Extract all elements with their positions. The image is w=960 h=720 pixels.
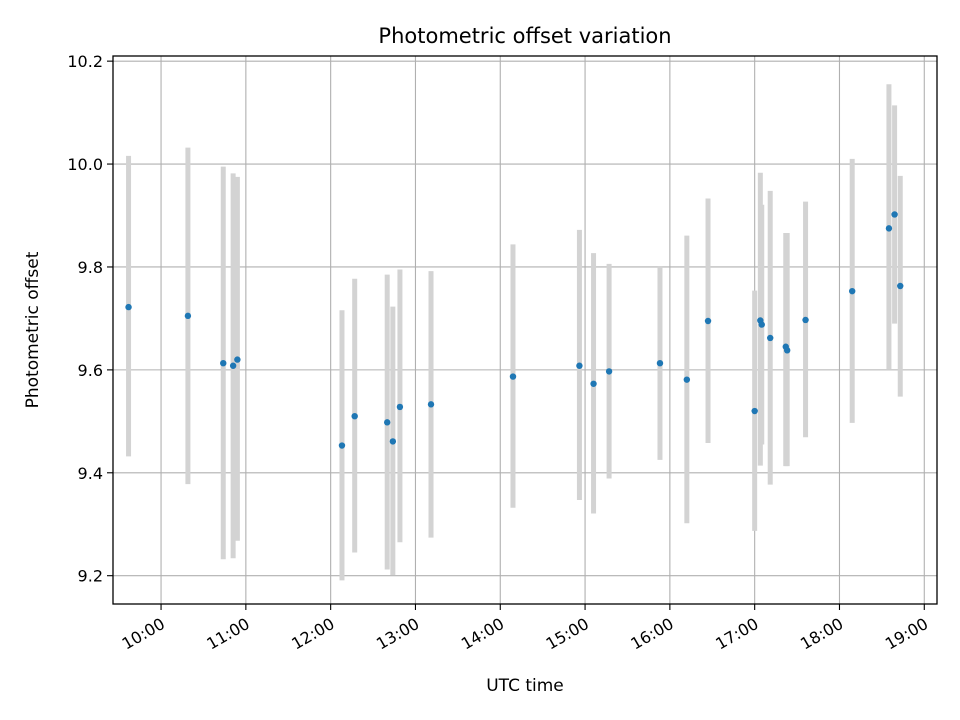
data-point bbox=[783, 347, 791, 354]
data-point bbox=[351, 412, 358, 420]
plot-frame bbox=[112, 55, 938, 605]
y-tick-label: 9.2 bbox=[78, 567, 103, 586]
grid bbox=[113, 56, 937, 604]
data-point bbox=[885, 225, 893, 232]
data-point bbox=[802, 316, 809, 324]
data-point bbox=[396, 403, 404, 411]
y-tick-label: 9.6 bbox=[78, 361, 103, 380]
data-point bbox=[509, 373, 517, 380]
data-point bbox=[897, 282, 904, 290]
y-axis-label: Photometric offset bbox=[23, 251, 43, 408]
chart-title: Photometric offset variation bbox=[378, 24, 671, 48]
data-point bbox=[234, 356, 241, 363]
data-point bbox=[229, 362, 237, 369]
data-point bbox=[427, 401, 435, 408]
data-point bbox=[683, 376, 691, 383]
data-point bbox=[656, 359, 664, 367]
data-point bbox=[125, 303, 132, 311]
y-tick-label: 9.8 bbox=[78, 258, 103, 277]
y-tick-label: 10.2 bbox=[67, 52, 103, 71]
data-point bbox=[576, 362, 583, 369]
data-point bbox=[767, 334, 774, 342]
x-axis-label: UTC time bbox=[486, 676, 564, 696]
data-point bbox=[758, 321, 765, 328]
y-axis: 9.2 9.4 9.6 9.8 10.0 10.2 bbox=[67, 52, 113, 586]
data-point bbox=[338, 442, 346, 449]
data-point bbox=[590, 380, 597, 387]
data-point bbox=[848, 287, 856, 295]
data-point bbox=[605, 368, 613, 375]
data-point bbox=[184, 312, 192, 320]
data-point bbox=[704, 317, 712, 325]
data-point bbox=[891, 211, 898, 218]
data-points bbox=[125, 211, 904, 449]
data-point bbox=[383, 419, 391, 426]
data-point bbox=[389, 438, 397, 445]
y-tick-label: 9.4 bbox=[78, 464, 103, 483]
data-point bbox=[751, 407, 758, 415]
data-point bbox=[220, 359, 227, 367]
y-tick-label: 10.0 bbox=[67, 155, 103, 174]
